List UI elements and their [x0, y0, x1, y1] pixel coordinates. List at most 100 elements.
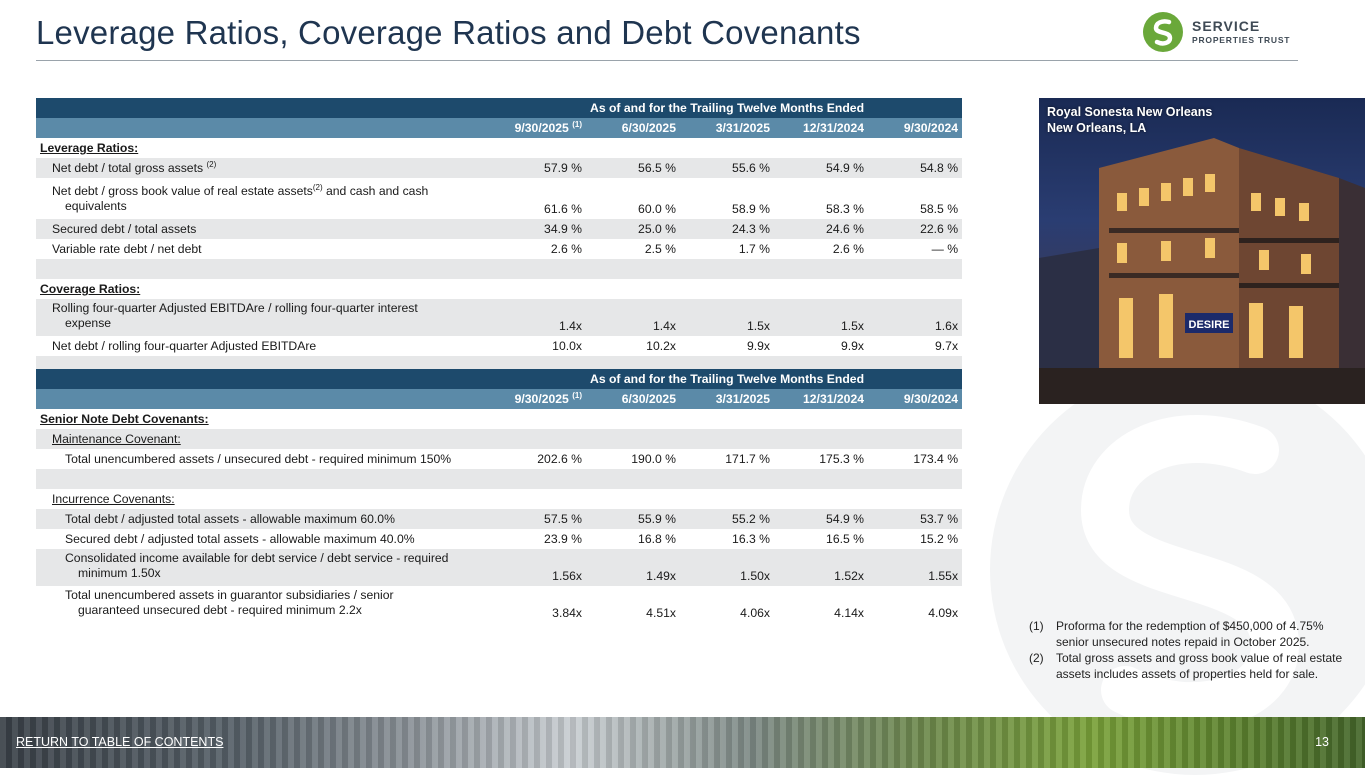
row-label: Total unencumbered assets / unsecured de…: [65, 452, 452, 466]
row-label: Net debt / total gross assets (2): [36, 158, 492, 178]
cell: 56.5 %: [586, 158, 680, 178]
table-group-header-row: As of and for the Trailing Twelve Months…: [36, 369, 963, 389]
desire-sign: DESIRE: [1189, 319, 1230, 331]
cell: 202.6 %: [537, 452, 582, 466]
cell: 23.9 %: [544, 532, 582, 546]
column-header: 9/30/2025 (1): [492, 118, 586, 138]
column-header: 12/31/2024: [774, 389, 868, 409]
cell: 4.06x: [740, 606, 770, 620]
spacer-row: [36, 469, 963, 489]
cell: 15.2 %: [920, 532, 959, 546]
column-header: 3/31/2025: [680, 118, 774, 138]
section-heading-row: Leverage Ratios:: [36, 138, 962, 158]
cell: 9.7x: [935, 339, 959, 354]
table-row: Net debt / total gross assets (2) 57.9 %…: [36, 158, 963, 178]
table-row: Variable rate debt / net debt 2.6 % 2.5 …: [36, 239, 962, 259]
column-header: 6/30/2025: [586, 389, 680, 409]
table-group-header-row: As of and for the Trailing Twelve Months…: [36, 98, 963, 118]
footnote: (1) Proforma for the redemption of $450,…: [1029, 619, 1355, 650]
cell: 4.09x: [928, 606, 959, 620]
cell: 9.9x: [840, 339, 864, 354]
cell: 10.0x: [552, 339, 582, 354]
section-heading: Senior Note Debt Covenants:: [40, 412, 209, 426]
cell: 2.6 %: [832, 242, 864, 257]
leverage-coverage-table: As of and for the Trailing Twelve Months…: [36, 98, 963, 377]
page-title: Leverage Ratios, Coverage Ratios and Deb…: [36, 14, 861, 51]
table-row: Total unencumbered assets in guarantor s…: [36, 586, 962, 623]
cell: 61.6 %: [544, 202, 582, 217]
cell: 4.51x: [646, 606, 676, 620]
cell: 10.2x: [646, 339, 676, 354]
column-header: 3/31/2025: [680, 389, 774, 409]
subsection-heading-row: Incurrence Covenants:: [36, 489, 962, 509]
section-heading-row: Coverage Ratios:: [36, 279, 962, 299]
section-heading: Leverage Ratios:: [40, 141, 139, 155]
cell: 190.0 %: [631, 452, 676, 466]
cell: 1.55x: [868, 549, 963, 586]
table-row: Total unencumbered assets / unsecured de…: [36, 449, 962, 469]
cell: 9.9x: [746, 339, 770, 354]
row-label: Net debt / rolling four-quarter Adjusted…: [52, 339, 317, 354]
logo-mark-icon: [1143, 12, 1183, 52]
column-header: 12/31/2024: [774, 118, 868, 138]
row-label: Secured debt / total assets: [36, 219, 492, 240]
column-header: 9/30/2024: [868, 389, 963, 409]
table-row: Net debt / rolling four-quarter Adjusted…: [36, 336, 962, 356]
spacer-row: [36, 259, 963, 280]
cell: 54.9 %: [774, 509, 868, 529]
cell: 175.3 %: [819, 452, 864, 466]
logo-line1: SERVICE: [1192, 18, 1261, 35]
cell: 1.5x: [680, 299, 774, 337]
page-number: 13: [1315, 735, 1329, 749]
cell: 171.7 %: [725, 452, 770, 466]
cell: 1.4x: [586, 299, 680, 337]
cell: 4.14x: [834, 606, 864, 620]
footnote: (2) Total gross assets and gross book va…: [1029, 651, 1355, 682]
cell: 1.52x: [774, 549, 868, 586]
cell: 1.4x: [492, 299, 586, 337]
cell: 57.5 %: [492, 509, 586, 529]
cell: 58.5 %: [920, 202, 959, 217]
cell: 54.9 %: [774, 158, 868, 178]
footnote-text: Proforma for the redemption of $450,000 …: [1056, 619, 1324, 649]
return-to-contents-link[interactable]: RETURN TO TABLE OF CONTENTS: [16, 735, 224, 749]
group-header: As of and for the Trailing Twelve Months…: [492, 98, 963, 118]
debt-covenants-table: As of and for the Trailing Twelve Months…: [36, 369, 963, 623]
cell: 54.8 %: [868, 158, 963, 178]
cell: 1.49x: [586, 549, 680, 586]
table-column-header-row: 9/30/2025 (1) 6/30/2025 3/31/2025 12/31/…: [36, 118, 963, 138]
cell: 60.0 %: [638, 202, 676, 217]
row-label: Secured debt / adjusted total assets - a…: [65, 532, 415, 546]
group-header: As of and for the Trailing Twelve Months…: [492, 369, 963, 389]
photo-caption-location: New Orleans, LA: [1047, 121, 1147, 135]
logo-line2: PROPERTIES TRUST: [1192, 35, 1291, 46]
cell: 1.56x: [492, 549, 586, 586]
table-row: Rolling four-quarter Adjusted EBITDAre /…: [36, 299, 963, 337]
cell: 1.50x: [680, 549, 774, 586]
subsection-heading-row: Maintenance Covenant:: [36, 429, 963, 449]
cell: 3.84x: [552, 606, 582, 620]
cell: 22.6 %: [868, 219, 963, 240]
cell: 55.9 %: [586, 509, 680, 529]
cell: 1.7 %: [738, 242, 770, 257]
cell: 16.8 %: [638, 532, 676, 546]
cell: 53.7 %: [868, 509, 963, 529]
cell: 24.6 %: [774, 219, 868, 240]
column-header: 9/30/2025 (1): [492, 389, 586, 409]
footer-background: [0, 717, 1365, 768]
table-row: Secured debt / adjusted total assets - a…: [36, 529, 962, 549]
footnotes: (1) Proforma for the redemption of $450,…: [1029, 619, 1355, 683]
cell: 1.5x: [774, 299, 868, 337]
cell: 16.3 %: [732, 532, 770, 546]
row-label: Total debt / adjusted total assets - all…: [36, 509, 492, 529]
footnote-number: (2): [1029, 651, 1044, 665]
row-label: Consolidated income available for debt s…: [36, 549, 492, 586]
cell: 25.0 %: [586, 219, 680, 240]
cell: 24.3 %: [680, 219, 774, 240]
table-row: Total debt / adjusted total assets - all…: [36, 509, 963, 529]
property-photo: DESIRE Royal Sonesta New Orleans New Orl…: [1039, 98, 1365, 404]
cell: 34.9 %: [492, 219, 586, 240]
cell: 55.2 %: [680, 509, 774, 529]
column-header: 6/30/2025: [586, 118, 680, 138]
section-heading-row: Senior Note Debt Covenants:: [36, 409, 962, 429]
